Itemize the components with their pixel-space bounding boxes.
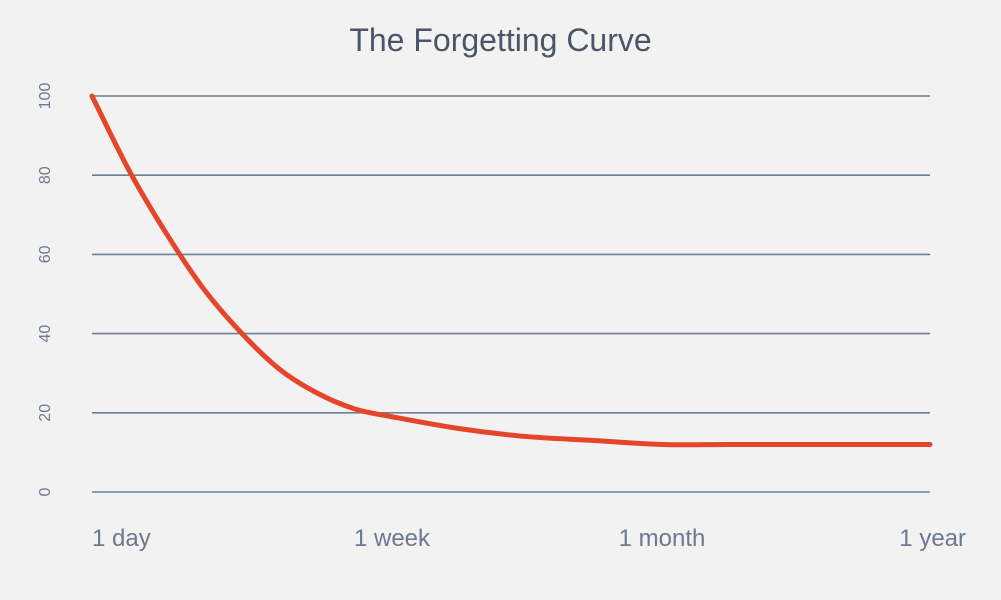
chart-title: The Forgetting Curve (349, 22, 652, 58)
y-tick-label: 40 (37, 325, 54, 343)
y-axis-ticks: 0 20 40 60 80 100 (37, 83, 54, 497)
y-tick-label: 0 (37, 487, 54, 496)
forgetting-curve-line (89, 93, 933, 448)
y-tick-label: 80 (37, 166, 54, 184)
x-axis-ticks: 1 day 1 week 1 month 1 year (92, 525, 966, 552)
y-tick-label: 60 (37, 245, 54, 263)
y-tick-label: 100 (37, 83, 54, 110)
x-tick-label: 1 year (899, 525, 966, 552)
x-tick-label: 1 week (354, 525, 431, 552)
y-tick-label: 20 (37, 404, 54, 422)
x-tick-label: 1 month (619, 525, 706, 552)
x-tick-label: 1 day (92, 525, 151, 552)
grid-layer (92, 95, 930, 493)
series-layer (89, 93, 933, 448)
